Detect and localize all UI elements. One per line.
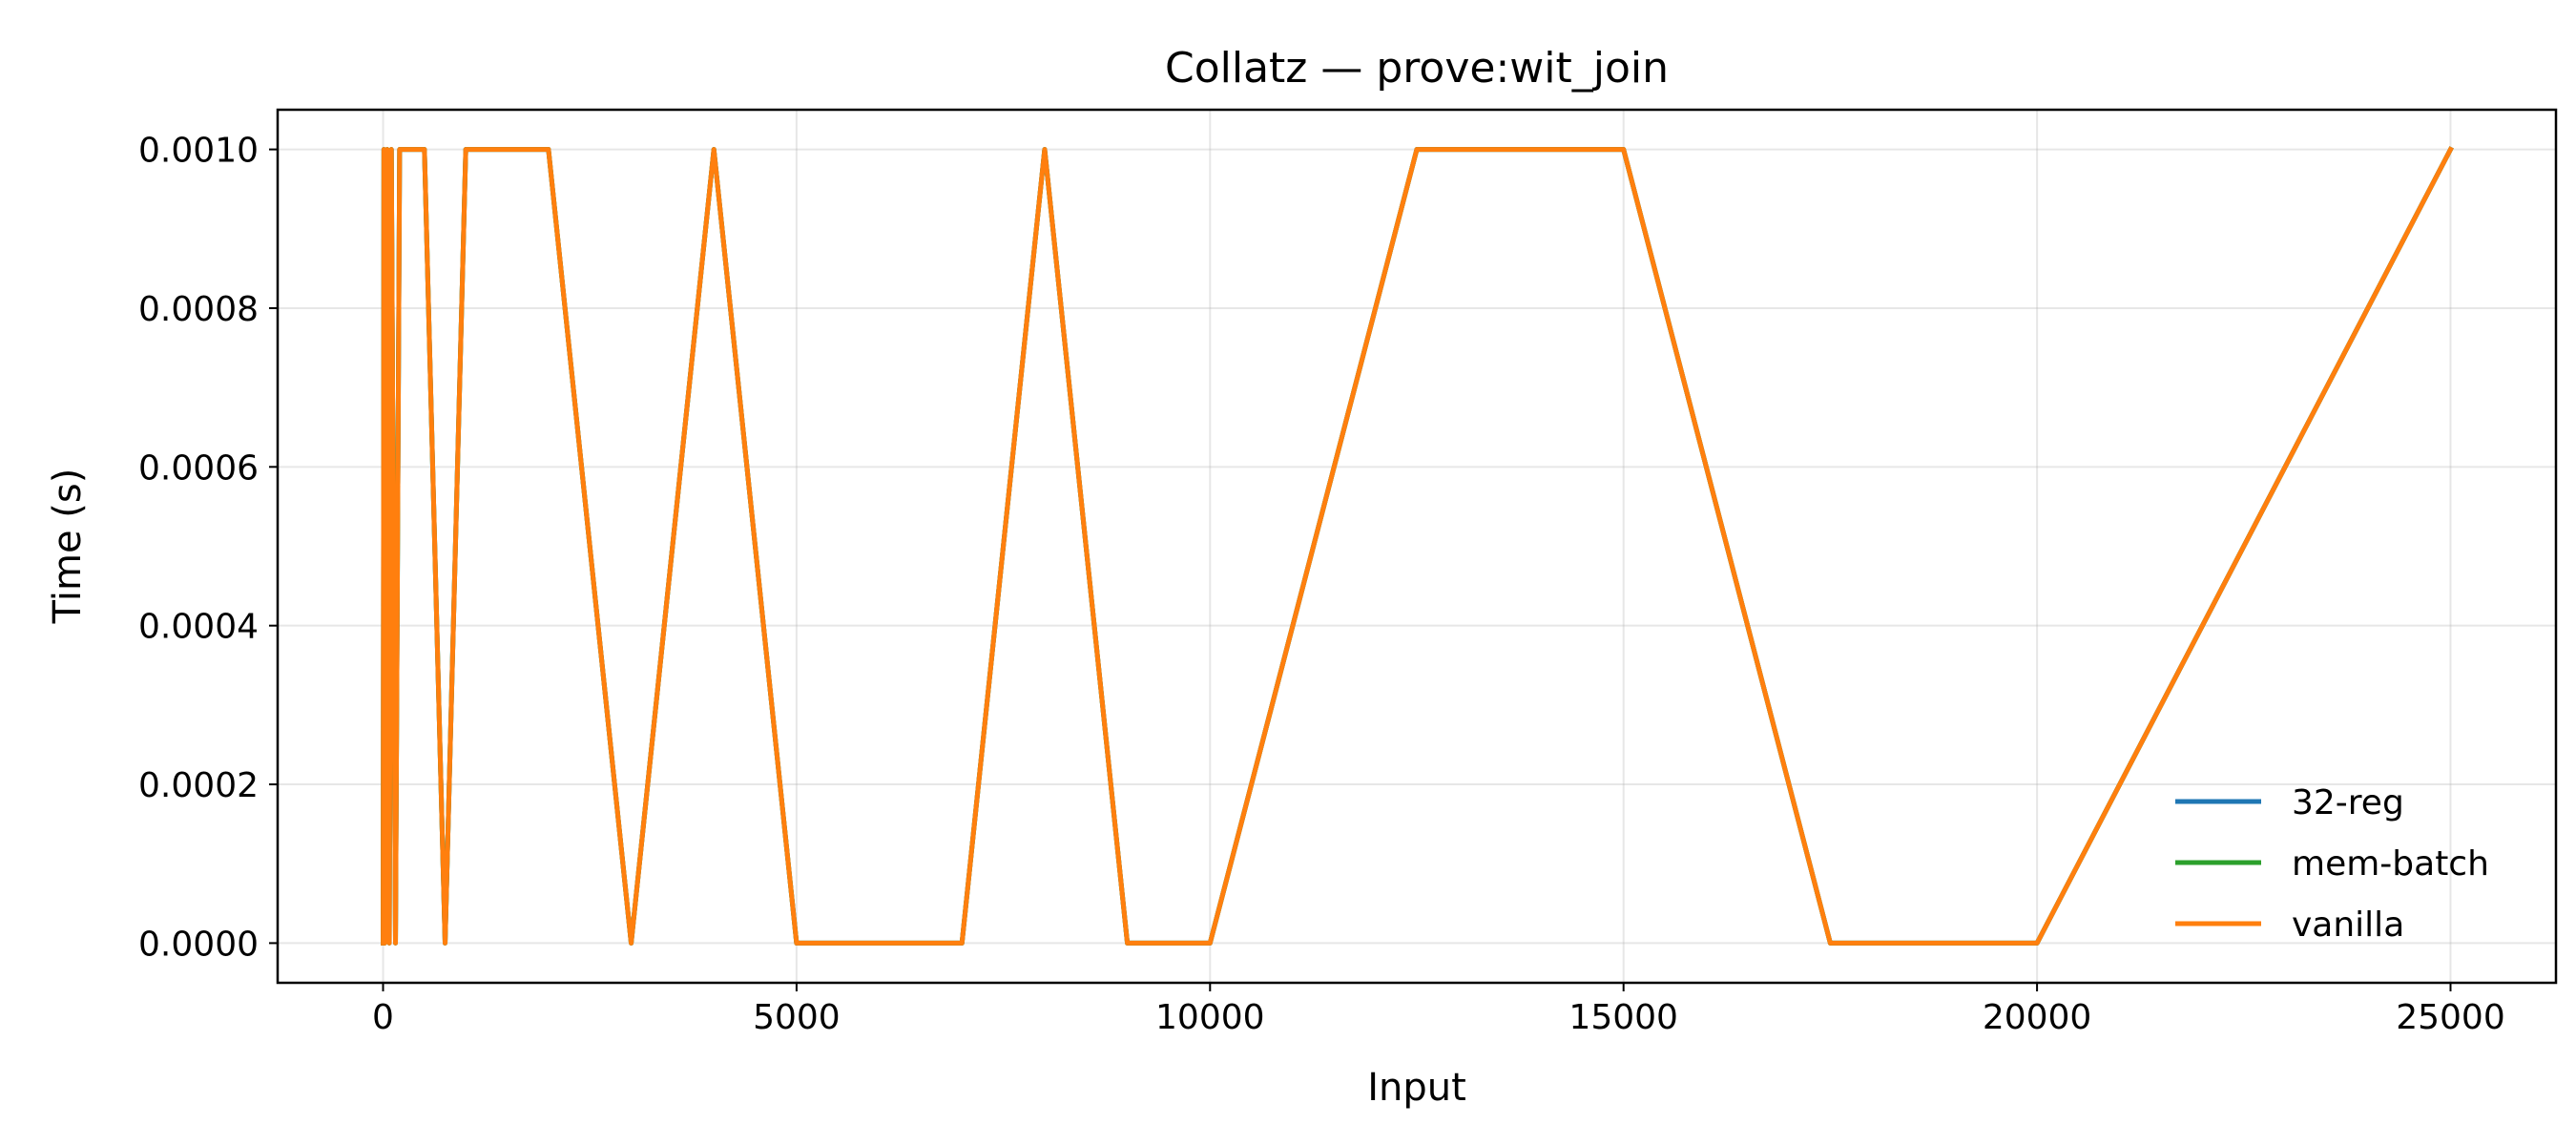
x-tick-label: 0 bbox=[372, 998, 394, 1037]
legend-label-vanilla: vanilla bbox=[2292, 906, 2404, 945]
x-tick-label: 20000 bbox=[1983, 998, 2092, 1037]
chart-title: Collatz — prove:wit_join bbox=[1165, 44, 1669, 93]
y-axis-ticks: 0.0000 0.0002 0.0004 0.0006 0.0008 0.0010 bbox=[138, 132, 278, 964]
series-line-vanilla bbox=[381, 146, 2454, 946]
x-axis-ticks: 0 5000 10000 15000 20000 25000 bbox=[372, 983, 2505, 1037]
y-tick-label: 0.0004 bbox=[138, 608, 259, 647]
y-tick-label: 0.0002 bbox=[138, 766, 259, 805]
plot-area-frame bbox=[276, 108, 2558, 985]
grid-lines bbox=[278, 110, 2556, 983]
series-lines bbox=[381, 146, 2454, 946]
legend-label-32-reg: 32-reg bbox=[2292, 783, 2404, 822]
legend: 32-reg mem-batch vanilla bbox=[2175, 783, 2489, 945]
x-tick-label: 25000 bbox=[2396, 998, 2505, 1037]
y-tick-label: 0.0006 bbox=[138, 448, 259, 488]
y-axis-label: Time (s) bbox=[46, 468, 90, 625]
x-tick-label: 5000 bbox=[753, 998, 841, 1037]
y-tick-label: 0.0008 bbox=[138, 290, 259, 329]
x-tick-label: 15000 bbox=[1568, 998, 1678, 1037]
x-axis-label: Input bbox=[1367, 1066, 1466, 1110]
x-tick-label: 10000 bbox=[1155, 998, 1265, 1037]
y-tick-label: 0.0010 bbox=[138, 132, 259, 171]
legend-label-mem-batch: mem-batch bbox=[2292, 844, 2489, 884]
y-tick-label: 0.0000 bbox=[138, 925, 259, 964]
